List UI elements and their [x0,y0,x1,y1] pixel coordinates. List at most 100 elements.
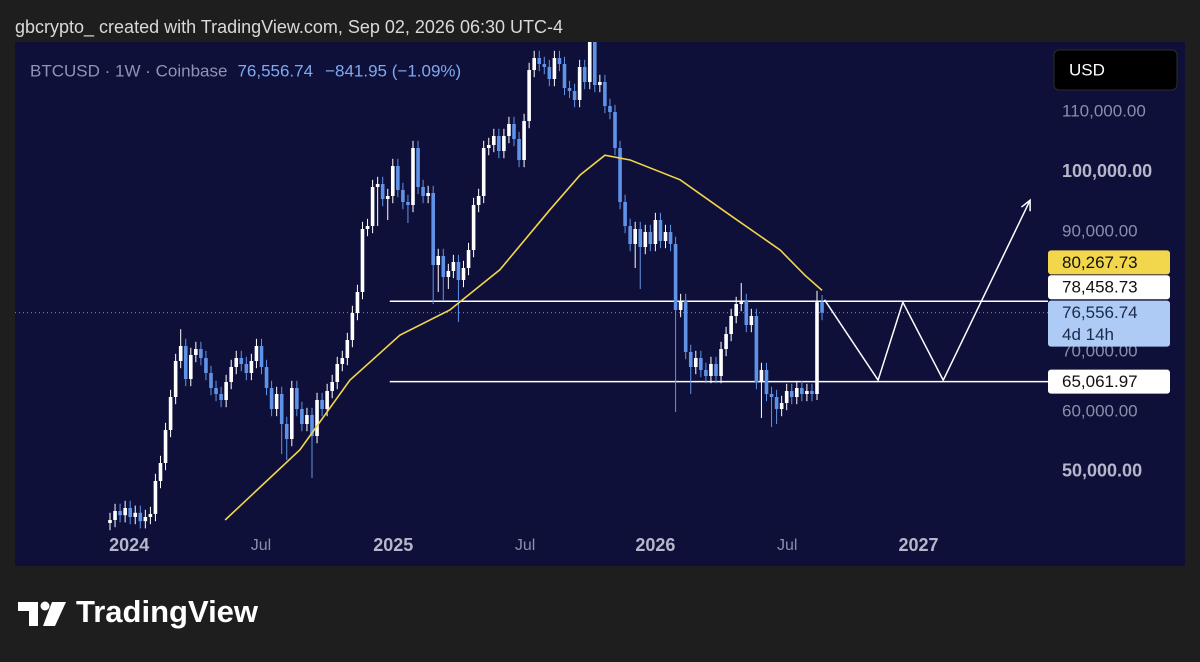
candle-body [188,354,193,379]
candle-body [648,232,653,245]
price-axis: 50,000.0060,000.0070,000.0090,000.00100,… [109,101,1152,555]
candle-body [643,232,648,248]
candle-body [224,381,228,400]
y-tick-label: 60,000.00 [1062,401,1138,420]
candle-body [305,414,309,424]
candle-body [128,507,132,517]
candle-body [502,136,506,152]
candle-body [810,390,814,394]
candle-body [390,166,395,197]
candle-body [633,229,637,245]
candle-body [774,396,779,409]
candle-body [118,510,122,516]
candle-body [497,136,501,152]
candle-body [229,366,233,382]
candle-body [385,196,390,200]
candle-body [481,148,486,197]
candle-body [668,232,673,245]
currency-button[interactable] [1053,49,1178,91]
candle-body [244,363,249,373]
candle-body [658,220,663,242]
candle-body [138,512,143,522]
candle-body [794,387,799,397]
candle-body [239,357,244,364]
candle-body [486,145,491,149]
candle-body [466,250,471,269]
candle-body [295,387,299,409]
candle-body [623,202,627,227]
candle-body [618,148,622,203]
x-tick-label: 2025 [373,535,413,555]
candle-body [345,339,350,358]
price-tag [1048,275,1170,300]
candle-body [592,42,597,86]
candle-body [426,193,430,197]
logo-mark [43,602,66,626]
candle-body [254,345,259,361]
candle-body [572,91,577,101]
candle-body [153,480,158,514]
candle-body [421,187,425,197]
candle-body [522,121,526,161]
candle-body [552,58,557,80]
candle-body [259,345,264,367]
candle-body [699,357,703,370]
candle-body [491,136,496,146]
x-tick-label: 2027 [898,535,938,555]
candle-body [754,315,759,382]
price-tag-countdown: 4d 14h [1062,325,1114,344]
candle-body [289,387,294,439]
moving-average [224,154,823,521]
candle-body [204,357,208,373]
y-tick-label: 100,000.00 [1062,161,1152,181]
candle-body [279,393,284,424]
candle-body [401,190,405,203]
legend: BTCUSD · 1W · Coinbase 76,556.74 −841.95… [30,61,461,80]
candle-body [739,301,744,304]
candle-body [749,315,754,325]
candle-body [577,67,582,101]
plot-area [15,42,1048,531]
candle-body [653,220,658,245]
x-tick-label: Jul [515,537,535,554]
candle-body [370,187,375,227]
candle-body [416,148,420,188]
candle-body [704,369,708,376]
candle-body [411,148,415,206]
candle-body [269,387,274,409]
candle-body [284,423,289,439]
candle-body [608,106,612,113]
brand-logo [18,601,66,626]
candle-body [537,58,542,65]
candle-body [310,414,314,436]
candle-body [183,345,188,379]
candle-body [476,196,481,206]
candle-body [789,390,794,397]
candle-body [820,302,824,313]
candle-body [178,345,183,361]
candle-body [441,256,446,278]
candle-body [784,390,789,403]
candle-body [714,363,718,376]
logo-mark [18,602,38,626]
candle-body [734,304,738,316]
candle-body [113,510,117,520]
candle-body [396,166,400,191]
candle-body [719,348,723,376]
candle-body [683,301,688,352]
candle-body [209,372,213,388]
candle-body [598,82,602,86]
candle-body [471,205,476,251]
x-tick-label: 2026 [635,535,675,555]
candle-body [274,393,279,409]
candle-body [350,312,355,340]
candle-body [360,229,365,293]
candle-body [168,396,173,430]
price-tag-label: 65,061.97 [1062,372,1138,391]
candle-body [613,112,617,149]
candle-body [764,369,769,394]
candle-body [517,139,521,161]
projection-path [823,199,1031,382]
candle-body [688,351,693,367]
